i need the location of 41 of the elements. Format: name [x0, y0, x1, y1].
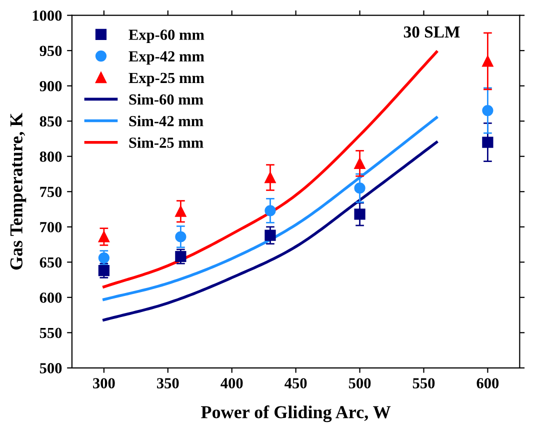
- point: [98, 265, 110, 276]
- y-tick-label: 550: [40, 328, 62, 338]
- point: [482, 56, 494, 67]
- y-axis-title: Gas Temperature, K: [10, 112, 26, 270]
- point: [98, 252, 110, 264]
- legend-label: Sim-60 mm: [129, 94, 204, 105]
- point: [264, 205, 276, 216]
- point: [354, 208, 366, 220]
- x-tick-label: 450: [284, 378, 307, 388]
- x-tick-label: 300: [93, 378, 115, 388]
- legend-label: Exp-60 mm: [128, 30, 204, 44]
- point: [482, 136, 494, 148]
- y-tick-label: 950: [40, 46, 62, 56]
- y-tick-label: 850: [40, 116, 62, 127]
- point: [354, 182, 366, 194]
- x-tick-label: 600: [476, 378, 499, 388]
- y-tick-label: 800: [40, 152, 62, 162]
- y-tick-label: 900: [40, 80, 62, 92]
- point: [482, 104, 494, 116]
- annotation: 30 SLM: [404, 26, 460, 38]
- legend-label: Exp-25 mm: [128, 72, 204, 86]
- legend-label: Sim-25 mm: [129, 137, 204, 148]
- point: [354, 158, 366, 169]
- x-tick-label: 500: [348, 378, 371, 388]
- y-tick-label: 700: [40, 222, 62, 232]
- y-tick-label: 650: [40, 257, 62, 268]
- point: [175, 206, 186, 217]
- y-tick-label: 750: [40, 186, 62, 198]
- x-tick-label: 550: [412, 378, 435, 388]
- point: [264, 172, 276, 184]
- y-tick-label: 1000: [32, 10, 62, 21]
- x-axis-title: Power of Gliding Arc, W: [201, 405, 391, 422]
- legend-label: Sim-42 mm: [129, 116, 204, 126]
- y-tick-label: 600: [40, 292, 62, 303]
- point: [98, 231, 110, 242]
- point: [264, 230, 276, 241]
- legend-label: Exp-42 mm: [128, 51, 204, 65]
- y-tick-label: 500: [40, 363, 62, 374]
- x-tick-label: 400: [220, 378, 243, 388]
- point: [175, 231, 186, 242]
- x-tick-label: 350: [157, 378, 179, 388]
